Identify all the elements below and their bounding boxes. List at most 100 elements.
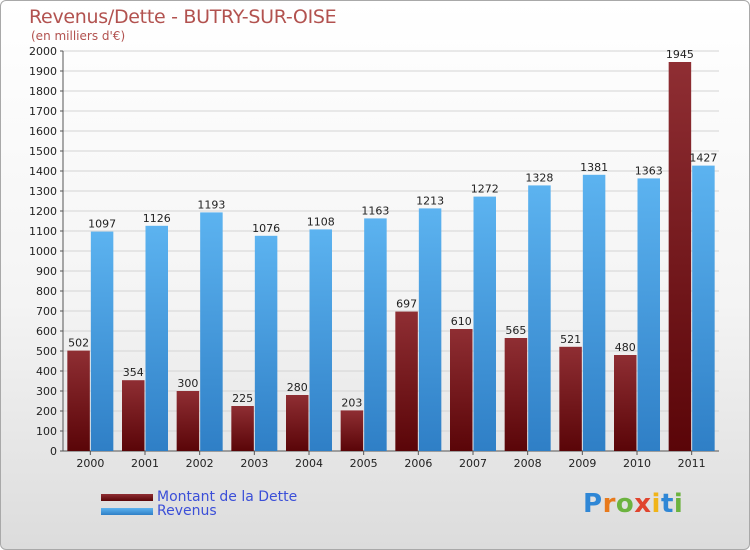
bar-debt xyxy=(614,355,637,451)
data-label-debt: 502 xyxy=(68,337,89,350)
bar-debt xyxy=(286,395,309,451)
data-label-debt: 480 xyxy=(615,341,636,354)
y-tick-label: 0 xyxy=(50,445,57,458)
y-tick-label: 1300 xyxy=(29,185,57,198)
y-tick-label: 1700 xyxy=(29,105,57,118)
x-tick-label: 2009 xyxy=(568,457,596,470)
data-label-revenue: 1328 xyxy=(525,171,553,184)
bar-revenue xyxy=(528,185,551,451)
chart-subtitle: (en milliers d'€) xyxy=(31,29,126,43)
x-tick-label: 2005 xyxy=(350,457,378,470)
bar-debt xyxy=(231,406,254,451)
y-tick-label: 300 xyxy=(36,385,57,398)
y-tick-label: 1100 xyxy=(29,225,57,238)
legend-swatch-revenue xyxy=(101,508,153,515)
legend-label-debt: Montant de la Dette xyxy=(157,489,298,505)
y-tick-label: 1900 xyxy=(29,65,57,78)
data-label-revenue: 1126 xyxy=(143,212,171,225)
bar-debt xyxy=(450,329,473,451)
data-label-revenue: 1381 xyxy=(580,161,608,174)
data-label-revenue: 1193 xyxy=(197,198,225,211)
y-tick-label: 800 xyxy=(36,285,57,298)
data-label-revenue: 1272 xyxy=(471,183,499,196)
y-tick-label: 700 xyxy=(36,305,57,318)
y-tick-label: 400 xyxy=(36,365,57,378)
legend-swatch-debt xyxy=(101,494,153,501)
bar-revenue xyxy=(90,231,114,451)
brand-logo-letter: P xyxy=(583,489,603,519)
data-label-revenue: 1427 xyxy=(689,152,717,165)
y-tick-label: 1400 xyxy=(29,165,57,178)
data-label-revenue: 1163 xyxy=(361,204,389,217)
bar-debt xyxy=(504,338,528,451)
data-label-debt: 565 xyxy=(505,324,526,337)
bar-debt xyxy=(176,391,200,451)
bar-revenue xyxy=(418,208,442,451)
chart-title: Revenus/Dette - BUTRY-SUR-OISE xyxy=(29,6,337,28)
x-tick-label: 2008 xyxy=(514,457,542,470)
y-tick-label: 1500 xyxy=(29,145,57,158)
brand-logo-letter: r xyxy=(602,489,616,519)
data-label-debt: 225 xyxy=(232,392,253,405)
legend-label-revenue: Revenus xyxy=(157,503,217,519)
data-label-debt: 300 xyxy=(177,377,198,390)
bar-revenue xyxy=(637,178,660,451)
brand-logo: Proxiti xyxy=(583,489,683,519)
x-tick-label: 2007 xyxy=(459,457,487,470)
x-tick-label: 2011 xyxy=(678,457,706,470)
data-label-revenue: 1213 xyxy=(416,194,444,207)
data-label-debt: 610 xyxy=(451,315,472,328)
data-label-revenue: 1363 xyxy=(635,164,663,177)
brand-logo-letter: x xyxy=(634,489,652,519)
brand-logo-letter: o xyxy=(615,489,635,519)
data-label-revenue: 1108 xyxy=(307,215,335,228)
bar-debt xyxy=(67,350,90,451)
bar-debt xyxy=(122,380,145,451)
bar-debt xyxy=(559,346,582,451)
data-label-debt: 1945 xyxy=(666,48,694,61)
y-tick-label: 100 xyxy=(36,425,57,438)
y-tick-label: 1200 xyxy=(29,205,57,218)
bar-revenue xyxy=(309,229,332,451)
y-tick-label: 2000 xyxy=(29,45,57,58)
data-label-debt: 203 xyxy=(341,396,362,409)
data-labels: 502 1097 354 1126 300 1193 225 1076 280 1108 203 11… xyxy=(68,48,717,409)
y-tick-label: 500 xyxy=(36,345,57,358)
y-tick-label: 900 xyxy=(36,265,57,278)
bar-debt xyxy=(340,410,364,451)
x-tick-label: 2003 xyxy=(240,457,268,470)
data-label-debt: 697 xyxy=(396,298,417,311)
bars xyxy=(67,62,715,452)
bar-revenue xyxy=(145,225,168,451)
y-tick-label: 1800 xyxy=(29,85,57,98)
bar-debt xyxy=(395,311,418,451)
data-label-revenue: 1097 xyxy=(88,218,116,231)
bar-revenue xyxy=(692,165,715,451)
y-tick-label: 600 xyxy=(36,325,57,338)
x-tick-label: 2001 xyxy=(131,457,159,470)
brand-logo-letter: i xyxy=(673,489,684,519)
y-tick-label: 1600 xyxy=(29,125,57,138)
x-tick-label: 2006 xyxy=(404,457,432,470)
x-tick-label: 2004 xyxy=(295,457,323,470)
y-tick-label: 1000 xyxy=(29,245,57,258)
x-tick-label: 2002 xyxy=(186,457,214,470)
data-label-revenue: 1076 xyxy=(252,222,280,235)
data-label-debt: 280 xyxy=(287,381,308,394)
bar-revenue xyxy=(473,196,496,451)
bar-revenue xyxy=(364,218,387,451)
bar-debt xyxy=(668,62,692,451)
bar-revenue xyxy=(200,212,223,451)
y-tick-label: 200 xyxy=(36,405,57,418)
bar-revenue xyxy=(254,235,278,451)
data-label-debt: 354 xyxy=(123,366,144,379)
bar-revenue xyxy=(582,174,606,452)
axes: 0 100 200 300 400 500 600 700 800 900 1000 1100 1200… xyxy=(29,45,719,470)
grid xyxy=(63,50,719,432)
brand-logo-letter: i xyxy=(651,489,661,519)
x-tick-label: 2000 xyxy=(76,457,104,470)
data-label-debt: 521 xyxy=(560,333,581,346)
brand-logo-letter: t xyxy=(660,489,674,519)
